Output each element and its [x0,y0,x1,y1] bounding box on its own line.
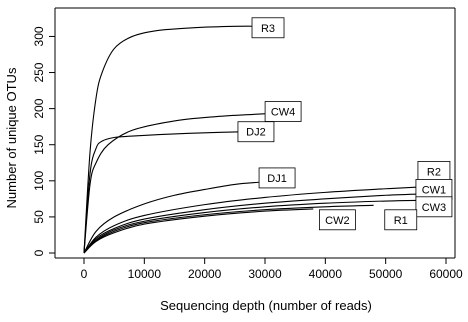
label-text: R1 [394,215,408,227]
curve-label-cw2: CW2 [318,209,356,231]
label-text: CW3 [422,202,446,214]
curve-label-r3: R3 [251,17,285,39]
y-tick-label: 150 [32,134,46,154]
x-tick-label: 30000 [248,267,282,281]
x-tick-label: 50000 [369,267,403,281]
x-tick-label: 20000 [188,267,222,281]
series-line-r1 [83,204,374,254]
label-text: R2 [427,166,441,178]
curve-labels: R3 CW4 DJ2 DJ1 R2 CW1 CW3 CW2 R1 [237,17,453,231]
curve-label-r1: R1 [384,209,418,231]
y-tick-label: 300 [32,26,46,46]
series-line-cw2 [83,208,314,254]
curve-label-r2: R2 [417,161,451,182]
label-box [251,17,285,39]
curve-label-dj1: DJ1 [258,167,296,189]
y-tick-label: 50 [32,210,46,224]
label-box [384,209,418,231]
label-box [258,167,296,189]
axes: 0 10000 20000 30000 40000 50000 60000 0 50 100 150… [32,7,463,281]
series-line-r2 [83,186,428,254]
curve-label-dj2: DJ2 [237,121,275,143]
label-box [237,121,275,143]
label-text: DJ1 [267,173,287,185]
y-tick-label: 100 [32,170,46,190]
label-text: CW1 [422,184,446,196]
series-line-cw4 [83,112,284,254]
label-box [415,196,453,218]
label-text: DJ2 [246,127,266,139]
x-tick-label: 10000 [128,267,162,281]
series-line-cw3 [83,199,422,254]
label-box [318,209,356,231]
series-line-r3 [83,25,266,254]
x-tick-label: 60000 [429,267,463,281]
y-tick-label: 200 [32,98,46,118]
y-axis-label: Number of unique OTUs [4,67,19,208]
curves [83,25,428,254]
label-box [264,101,302,122]
curve-label-cw1: CW1 [415,179,453,200]
curve-label-cw4: CW4 [264,101,302,122]
label-text: CW2 [325,215,349,227]
series-line-dj1 [83,181,260,254]
label-text: R3 [261,23,275,35]
y-tick-label: 0 [32,249,46,256]
x-tick-label: 40000 [309,267,343,281]
series-line-dj2 [83,131,247,254]
y-tick-label: 250 [32,62,46,82]
series-line-cw1 [83,193,428,254]
label-text: CW4 [271,107,295,119]
curve-label-cw3: CW3 [415,196,453,218]
x-tick-label: 0 [81,267,88,281]
x-axis-label: Sequencing depth (number of reads) [160,298,372,313]
